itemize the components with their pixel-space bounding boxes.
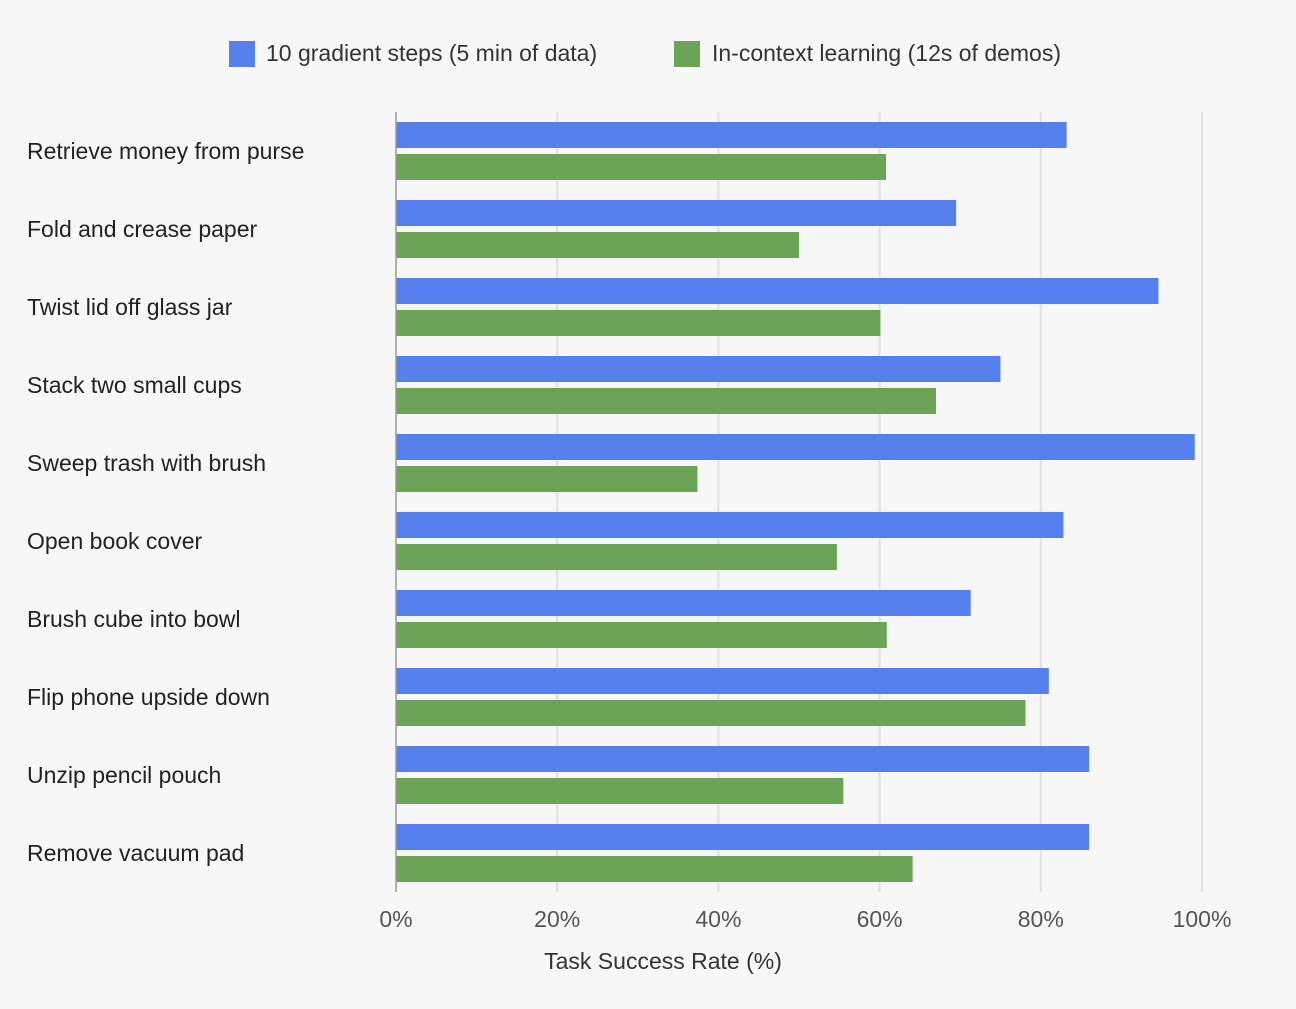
bars [396,122,1195,882]
legend-label-series-1: 10 gradient steps (5 min of data) [266,40,597,66]
category-label-0: Retrieve money from purse [27,138,304,164]
category-label-4: Sweep trash with brush [27,450,266,476]
bar-2-3 [396,388,937,414]
x-tick-label-80: 80% [1018,906,1064,932]
bar-1-0 [396,122,1067,148]
category-label-8: Unzip pencil pouch [27,762,221,788]
bar-1-8 [396,746,1090,772]
bar-1-9 [396,824,1090,850]
bar-1-6 [396,590,971,616]
x-axis-ticks: 0% 20% 40% 60% 80% 100% [379,906,1231,932]
bar-1-1 [396,200,957,226]
legend-swatch-series-2 [674,41,700,67]
category-label-3: Stack two small cups [27,372,242,398]
category-label-2: Twist lid off glass jar [27,294,233,320]
legend: 10 gradient steps (5 min of data) In-con… [229,40,1061,67]
x-tick-label-60: 60% [857,906,903,932]
bar-2-6 [396,622,887,648]
category-labels: Retrieve money from purse Fold and crease… [27,138,304,866]
bar-1-7 [396,668,1049,694]
bar-2-9 [396,856,913,882]
bar-2-1 [396,232,799,258]
category-label-7: Flip phone upside down [27,684,270,710]
bar-1-2 [396,278,1159,304]
bar-2-2 [396,310,881,336]
legend-label-series-2: In-context learning (12s of demos) [712,40,1061,66]
category-label-1: Fold and crease paper [27,216,257,242]
category-label-9: Remove vacuum pad [27,840,244,866]
bar-2-5 [396,544,837,570]
category-label-6: Brush cube into bowl [27,606,241,632]
bar-2-0 [396,154,887,180]
x-tick-label-100: 100% [1173,906,1232,932]
x-tick-label-20: 20% [534,906,580,932]
x-axis-title: Task Success Rate (%) [544,948,782,974]
bar-1-3 [396,356,1001,382]
bar-2-8 [396,778,844,804]
bar-1-4 [396,434,1195,460]
category-label-5: Open book cover [27,528,203,554]
bar-2-7 [396,700,1026,726]
legend-swatch-series-1 [229,41,255,67]
x-tick-label-0: 0% [379,906,412,932]
x-tick-label-40: 40% [695,906,741,932]
bar-1-5 [396,512,1064,538]
gridlines [556,112,1203,892]
bar-2-4 [396,466,698,492]
